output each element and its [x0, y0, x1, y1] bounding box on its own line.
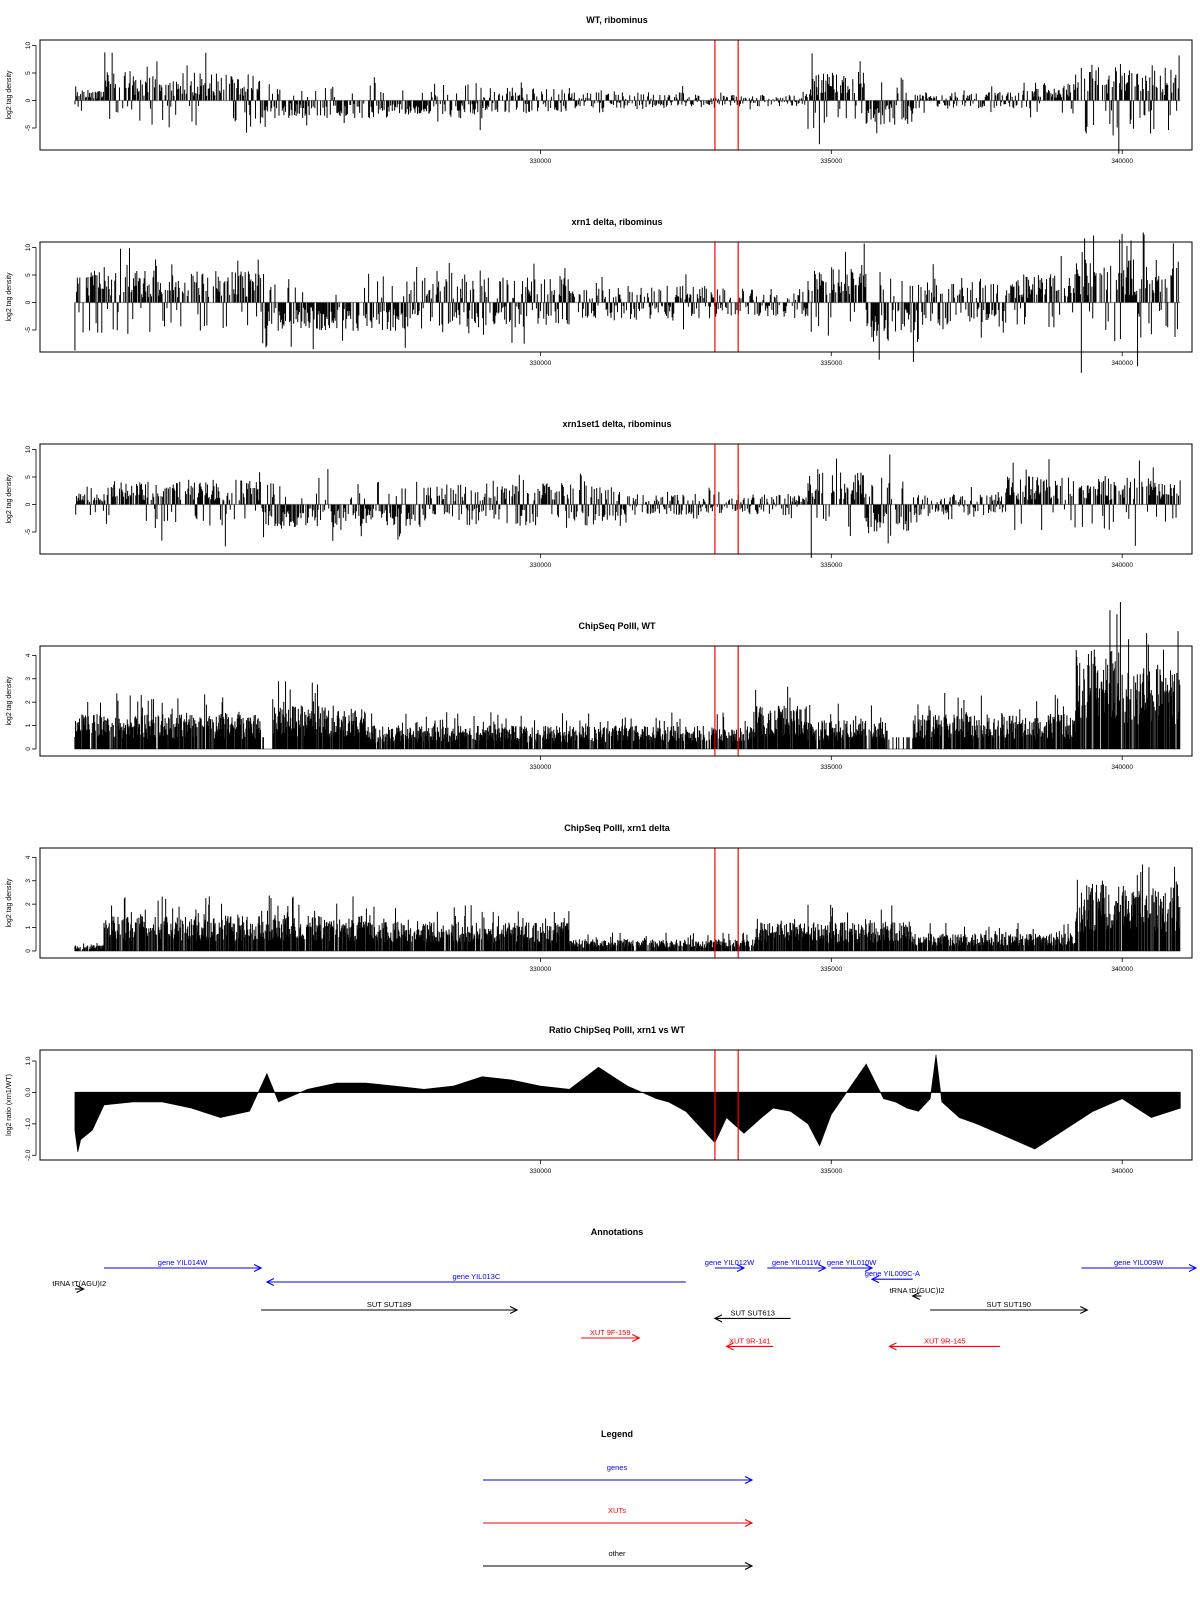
y-tick-label: 0 [25, 300, 32, 304]
track-panel-4: ChipSeq PolII, WT log2 tag density 4 3 2 1 0 33… [6, 602, 1193, 771]
panel-title: xrn1 delta, ribominus [571, 217, 662, 227]
x-axis: 330000 335000 340000 [530, 150, 1133, 165]
y-axis: 10 5 0 -5 [25, 42, 37, 131]
x-tick-label: 335000 [820, 360, 842, 367]
y-tick-label: 0 [25, 502, 32, 506]
y-axis-label: log2 tag density [6, 878, 13, 928]
x-axis: 330000 335000 340000 [530, 554, 1133, 569]
x-tick-label: 340000 [1111, 562, 1133, 569]
y-tick-label: 0 [25, 98, 32, 102]
y-tick-label: 2 [25, 700, 32, 704]
y-tick-label: 3 [25, 677, 32, 681]
track-panel-3: xrn1set1 delta, ribominus log2 tag densit… [6, 419, 1193, 569]
panel-title: xrn1set1 delta, ribominus [562, 419, 671, 429]
y-tick-label: 0 [25, 747, 32, 751]
y-tick-label: 4 [25, 653, 32, 657]
x-tick-label: 330000 [530, 764, 552, 771]
panel-title: WT, ribominus [586, 15, 648, 25]
x-tick-label: 340000 [1111, 360, 1133, 367]
y-tick-label: -5 [25, 125, 32, 131]
x-tick-label: 335000 [820, 764, 842, 771]
y-tick-label: 10 [25, 244, 32, 252]
x-tick-label: 335000 [820, 158, 842, 165]
plot-frame [39, 241, 1193, 353]
y-tick-label: 5 [25, 475, 32, 479]
y-tick-label: 10 [25, 446, 32, 454]
x-tick-label: 330000 [530, 562, 552, 569]
x-axis: 330000 335000 340000 [530, 352, 1133, 367]
y-axis: 10 5 0 -5 [25, 446, 37, 535]
y-axis-label: log2 tag density [6, 272, 13, 322]
y-tick-label: 5 [25, 273, 32, 277]
track-panel-1: WT, ribominus log2 tag density 10 5 0 -5 33000… [6, 15, 1193, 165]
x-axis: 330000 335000 340000 [530, 756, 1133, 771]
series-marks [74, 864, 1181, 952]
series-marks [74, 232, 1181, 373]
panel-title: ChipSeq PolII, WT [579, 621, 656, 631]
track-panel-2: xrn1 delta, ribominus log2 tag density 10 5… [6, 217, 1193, 373]
y-axis-label: log2 tag density [6, 474, 13, 524]
y-axis-label: log2 tag density [6, 70, 13, 120]
y-tick-label: -5 [25, 529, 32, 535]
y-tick-label: -5 [25, 327, 32, 333]
x-tick-label: 335000 [820, 562, 842, 569]
y-tick-label: 5 [25, 71, 32, 75]
y-axis-label: log2 tag density [6, 676, 13, 726]
y-tick-label: 10 [25, 42, 32, 50]
panel-title: ChipSeq PolII, xrn1 delta [564, 823, 671, 833]
plot-frame [39, 645, 1193, 757]
series-marks [74, 602, 1181, 750]
series-marks [74, 454, 1181, 559]
plot-frame [39, 443, 1193, 555]
x-tick-label: 340000 [1111, 764, 1133, 771]
plot-frame [39, 39, 1193, 151]
track-panel-5: ChipSeq PolII, xrn1 delta log2 tag densit… [6, 823, 1193, 973]
y-axis: 10 5 0 -5 [25, 244, 37, 333]
x-tick-label: 340000 [1111, 158, 1133, 165]
x-tick-label: 330000 [530, 158, 552, 165]
x-tick-label: 330000 [530, 360, 552, 367]
series-marks [74, 52, 1181, 154]
y-axis: 4 3 2 1 0 [25, 653, 37, 751]
y-tick-label: 1 [25, 723, 32, 727]
